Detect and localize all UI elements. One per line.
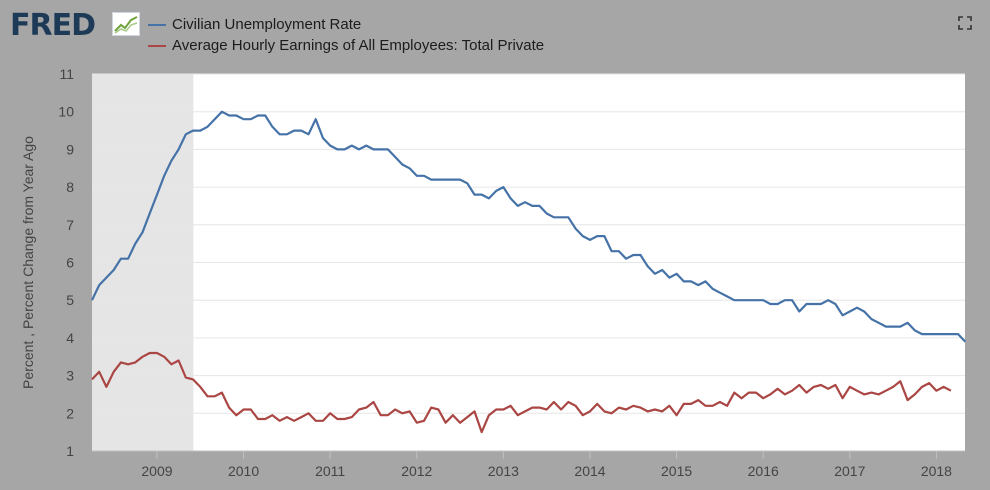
y-axis-label: Percent , Percent Change from Year Ago [20, 136, 36, 389]
x-tick-label: 2013 [488, 463, 519, 479]
legend-label: Average Hourly Earnings of All Employees… [172, 37, 545, 54]
legend-swatch-unemployment [148, 23, 166, 26]
y-tick-label: 6 [66, 255, 74, 271]
legend-label: Civilian Unemployment Rate [172, 16, 362, 33]
x-tick-label: 2014 [574, 463, 605, 479]
legend-item-unemployment[interactable]: Civilian Unemployment Rate [148, 14, 544, 35]
x-tick-label: 2018 [921, 463, 952, 479]
y-tick-label: 8 [66, 179, 74, 195]
x-tick-label: 2010 [228, 463, 259, 479]
chart-header: FRED Civilian Unemployment Rate Average … [0, 0, 990, 62]
y-tick-label: 7 [66, 217, 74, 233]
y-tick-label: 3 [66, 368, 74, 384]
legend-item-earnings[interactable]: Average Hourly Earnings of All Employees… [148, 35, 544, 56]
y-tick-label: 9 [66, 141, 74, 157]
line-graph-icon [112, 12, 140, 36]
y-tick-label: 4 [66, 330, 74, 346]
y-tick-label: 11 [59, 66, 74, 82]
x-tick-label: 2016 [748, 463, 779, 479]
chart-legend: Civilian Unemployment Rate Average Hourl… [148, 14, 544, 56]
y-tick-label: 1 [66, 443, 74, 459]
legend-swatch-earnings [148, 44, 166, 47]
fullscreen-expand-icon[interactable] [958, 16, 972, 30]
x-tick-label: 2015 [661, 463, 692, 479]
x-tick-label: 2017 [834, 463, 865, 479]
fred-logo[interactable]: FRED [10, 8, 96, 43]
series-line-unemployment[interactable] [91, 110, 967, 343]
series-line-earnings[interactable] [91, 351, 952, 434]
y-tick-label: 2 [66, 405, 74, 421]
y-tick-label: 5 [66, 292, 74, 308]
y-tick-label: 10 [58, 104, 74, 120]
x-tick-label: 2011 [315, 463, 345, 479]
x-tick-label: 2009 [141, 463, 172, 479]
x-tick-label: 2012 [401, 463, 432, 479]
